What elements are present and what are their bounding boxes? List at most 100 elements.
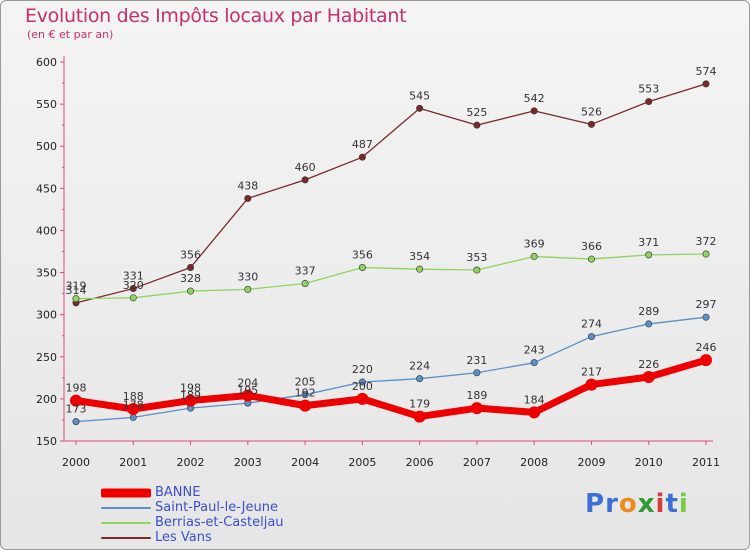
data-label: 366 <box>581 240 602 253</box>
data-point <box>244 194 252 202</box>
data-label: 553 <box>638 83 659 96</box>
data-label: 574 <box>696 65 717 78</box>
y-tick-label: 600 <box>36 56 57 69</box>
data-label: 319 <box>66 280 87 293</box>
data-label: 314 <box>66 284 87 297</box>
data-label: 243 <box>524 344 545 357</box>
data-label: 204 <box>237 377 258 390</box>
data-label: 330 <box>237 270 258 283</box>
data-label: 173 <box>66 403 87 416</box>
data-label: 545 <box>409 89 430 102</box>
y-tick-label: 250 <box>36 351 57 364</box>
data-point <box>473 266 481 274</box>
legend-label: Berrias-et-Casteljau <box>155 515 284 530</box>
chart-title: Evolution des Impôts locaux par Habitant <box>25 5 407 27</box>
data-label: 179 <box>409 398 430 411</box>
data-point <box>587 333 595 341</box>
data-point <box>645 251 653 259</box>
logo-letter: P <box>585 489 606 519</box>
data-point <box>645 98 653 106</box>
data-point <box>70 394 82 407</box>
data-point <box>473 369 481 377</box>
data-point <box>642 370 655 383</box>
legend-item: BANNE <box>101 485 361 500</box>
data-label: 526 <box>581 105 602 118</box>
data-point <box>301 176 309 184</box>
data-label: 220 <box>352 363 373 376</box>
data-point <box>416 375 424 383</box>
series-points <box>70 80 712 426</box>
data-point <box>416 265 424 273</box>
data-point <box>530 253 538 261</box>
logo-letter: i <box>655 489 666 519</box>
data-label: 525 <box>466 106 487 119</box>
data-label: 337 <box>295 265 316 278</box>
data-label: 297 <box>696 298 717 311</box>
x-tick-label: 2001 <box>119 456 147 469</box>
data-point <box>585 378 598 391</box>
data-label: 356 <box>180 249 201 262</box>
data-label: 224 <box>409 360 430 373</box>
data-point <box>473 121 481 129</box>
axes: 150 200 250 300 350 400 450 500 550 600 2000 2001 20… <box>36 56 720 469</box>
y-tick-label: 150 <box>36 435 57 448</box>
data-point <box>72 295 80 303</box>
data-point <box>528 406 541 419</box>
data-point <box>241 389 254 402</box>
data-labels: 314 331 356 438 460 487 545 525 542 526 553 574 319 3… <box>66 65 717 416</box>
data-point <box>244 285 252 293</box>
logo-letter: o <box>618 489 638 519</box>
data-label: 487 <box>352 138 373 151</box>
data-label: 438 <box>237 179 258 192</box>
data-point <box>645 320 653 328</box>
logo-letter: x <box>637 489 656 519</box>
data-point <box>184 394 197 407</box>
y-tick-label: 500 <box>36 140 57 153</box>
data-label: 274 <box>581 318 602 331</box>
logo-letter: i <box>678 489 689 519</box>
data-point <box>358 153 366 161</box>
data-point <box>301 280 309 288</box>
data-point <box>470 402 483 415</box>
data-point <box>187 264 195 272</box>
x-tick-label: 2003 <box>234 456 262 469</box>
legend-swatch <box>101 536 151 539</box>
x-tick-label: 2009 <box>577 456 605 469</box>
data-point <box>416 104 424 112</box>
data-point <box>702 80 710 88</box>
y-tick-label: 450 <box>36 182 57 195</box>
data-label: 231 <box>466 354 487 367</box>
x-tick-label: 2002 <box>177 456 205 469</box>
legend-label: BANNE <box>155 485 201 500</box>
data-point <box>299 399 312 412</box>
x-tick-label: 2007 <box>463 456 491 469</box>
data-point <box>187 287 195 295</box>
data-point <box>530 359 538 367</box>
data-label: 371 <box>638 236 659 249</box>
data-label: 372 <box>696 235 717 248</box>
data-label: 195 <box>237 384 258 397</box>
x-tick-label: 2004 <box>291 456 319 469</box>
data-label: 217 <box>581 366 602 379</box>
proxiti-logo: Proxiti <box>585 489 689 519</box>
data-label: 200 <box>352 380 373 393</box>
x-tick-label: 2000 <box>62 456 90 469</box>
data-point <box>301 391 309 399</box>
data-label: 353 <box>466 251 487 264</box>
x-tick-label: 2008 <box>520 456 548 469</box>
data-point <box>129 285 137 293</box>
data-label: 328 <box>180 272 201 285</box>
data-point <box>702 313 710 321</box>
data-label: 542 <box>524 92 545 105</box>
data-point <box>587 255 595 263</box>
data-point <box>358 264 366 272</box>
series-line-berrias-et-casteljau <box>75 253 707 300</box>
series-line-les-vans <box>75 83 707 304</box>
x-tick-label: 2011 <box>692 456 720 469</box>
data-label: 320 <box>123 279 144 292</box>
legend-swatch <box>101 521 151 524</box>
data-label: 178 <box>123 398 144 411</box>
data-label: 188 <box>123 390 144 403</box>
data-point <box>129 413 137 421</box>
